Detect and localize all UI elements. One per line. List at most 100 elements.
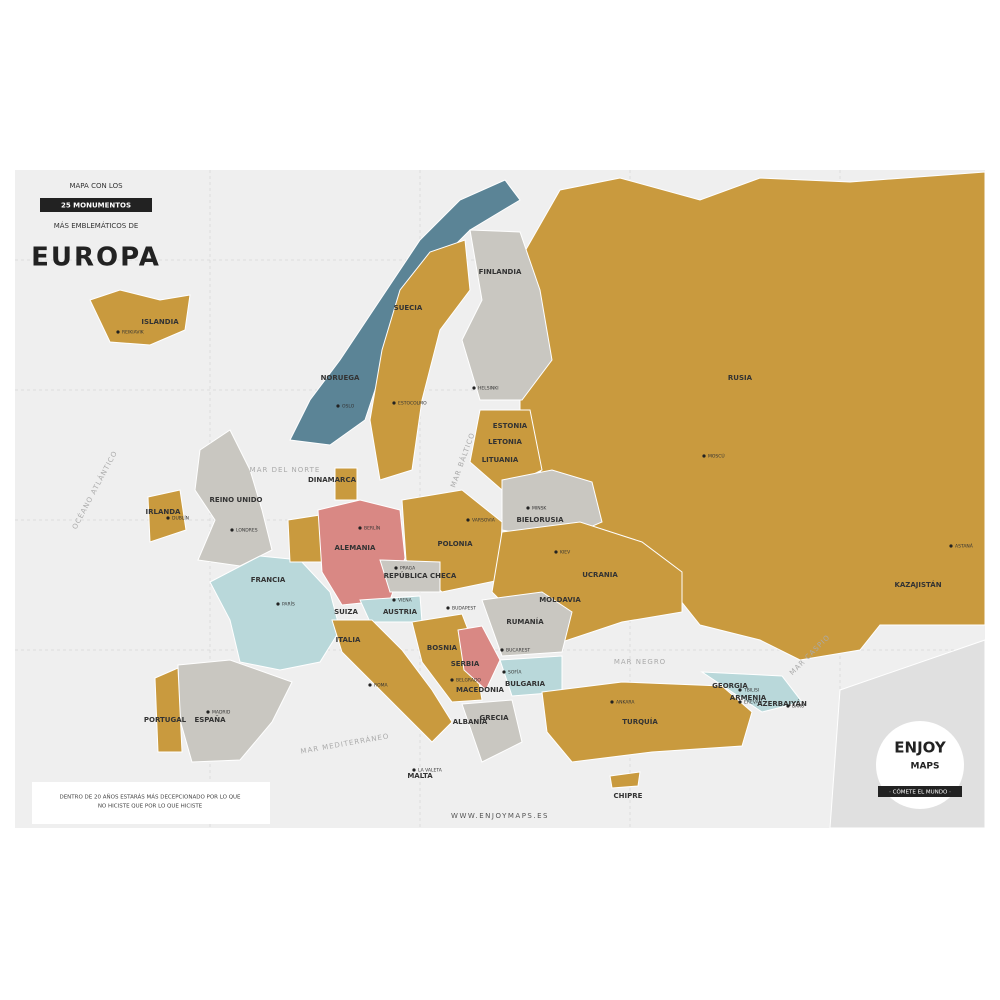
city-dot bbox=[368, 683, 372, 687]
denmark bbox=[334, 467, 358, 501]
caucasus bbox=[700, 671, 803, 713]
finland bbox=[461, 229, 553, 401]
pre-title: MAPA CON LOS bbox=[69, 182, 123, 190]
city-dot bbox=[358, 526, 362, 530]
country-label: NORUEGA bbox=[321, 374, 360, 382]
city-dot bbox=[166, 516, 170, 520]
sea-label: MAR DEL NORTE bbox=[250, 466, 321, 474]
city-label: EREVÁN bbox=[744, 699, 762, 706]
city-dot bbox=[738, 688, 742, 692]
italy bbox=[331, 619, 453, 743]
quote-line: DENTRO DE 20 AÑOS ESTARÁS MÁS DECEPCIONA… bbox=[59, 794, 241, 801]
country-label: DINAMARCA bbox=[308, 476, 357, 484]
city-dot bbox=[949, 544, 953, 548]
country-label: AZERBAIYÁN bbox=[757, 699, 807, 708]
city-label: ANKARA bbox=[616, 700, 635, 706]
countries bbox=[89, 171, 986, 789]
city-label: REIKIAVIK bbox=[122, 330, 145, 336]
country-label: BULGARIA bbox=[505, 680, 546, 688]
city-dot bbox=[786, 704, 790, 708]
benelux bbox=[287, 514, 323, 563]
country-label: MALTA bbox=[407, 772, 433, 780]
country-label: ESTONIA bbox=[493, 422, 528, 430]
country-label: GEORGIA bbox=[712, 682, 748, 690]
badge-bg bbox=[40, 198, 152, 212]
country-label: ESPAÑA bbox=[194, 715, 226, 724]
subtitle: MÁS EMBLEMÁTICOS DE bbox=[54, 221, 139, 230]
sweden bbox=[369, 239, 471, 481]
country-label: BOSNIA bbox=[427, 644, 458, 652]
country-label: FINLANDIA bbox=[479, 268, 522, 276]
iceland bbox=[89, 289, 191, 346]
spain bbox=[177, 659, 293, 763]
city-label: PRAGA bbox=[400, 566, 416, 572]
logo-line: ENJOY bbox=[894, 739, 947, 757]
city-label: PARÍS bbox=[282, 601, 295, 608]
country-label: ALEMANIA bbox=[335, 544, 377, 552]
city-label: HELSINKI bbox=[478, 386, 499, 392]
city-label: SOFÍA bbox=[508, 669, 522, 676]
city-label: OSLO bbox=[342, 404, 355, 410]
city-dot bbox=[738, 700, 742, 704]
country-label: REINO UNIDO bbox=[210, 496, 263, 504]
logo-line: MAPS bbox=[911, 762, 940, 772]
country-label: REPÚBLICA CHECA bbox=[384, 571, 457, 580]
city-dot bbox=[230, 528, 234, 532]
country-label: BIELORUSIA bbox=[516, 516, 564, 524]
city-label: LONDRES bbox=[236, 528, 258, 534]
tagline: · CÓMETE EL MUNDO · bbox=[889, 789, 951, 796]
country-label: IRLANDA bbox=[146, 508, 182, 516]
city-dot bbox=[610, 700, 614, 704]
header: MAPA CON LOS 25 MONUMENTOS MÁS EMBLEMÁTI… bbox=[31, 182, 159, 273]
city-label: LA VALETA bbox=[418, 768, 443, 774]
country-label: TURQUÍA bbox=[622, 717, 658, 726]
turkey bbox=[541, 681, 753, 763]
city-dot bbox=[206, 710, 210, 714]
city-label: MOSCÚ bbox=[708, 453, 725, 460]
country-label: SUECIA bbox=[394, 304, 423, 312]
tagline-bg bbox=[878, 786, 962, 797]
country-label: CHIPRE bbox=[614, 792, 643, 800]
sea-label: MAR NEGRO bbox=[614, 658, 666, 666]
city-label: ESTOCOLMO bbox=[398, 401, 427, 407]
city-label: DUBLÍN bbox=[172, 515, 189, 522]
country-label: ITALIA bbox=[336, 636, 361, 644]
city-label: VARSOVIA bbox=[472, 518, 496, 524]
city-dot bbox=[502, 670, 506, 674]
city-dot bbox=[412, 768, 416, 772]
city-dot bbox=[336, 404, 340, 408]
country-label: ARMENIA bbox=[730, 694, 767, 702]
city-dot bbox=[276, 602, 280, 606]
city-dot bbox=[500, 648, 504, 652]
country-label: AUSTRIA bbox=[383, 608, 418, 616]
country-label: MACEDONIA bbox=[456, 686, 505, 694]
city-dot bbox=[526, 506, 530, 510]
city-dot bbox=[554, 550, 558, 554]
city-dot bbox=[446, 606, 450, 610]
city-label: KIEV bbox=[560, 550, 571, 556]
city-label: TBILISI bbox=[743, 688, 759, 694]
city-dot bbox=[394, 566, 398, 570]
country-label: ISLANDIA bbox=[141, 318, 179, 326]
quote-box: DENTRO DE 20 AÑOS ESTARÁS MÁS DECEPCIONA… bbox=[32, 782, 270, 824]
country-label: SUIZA bbox=[334, 608, 358, 616]
city-dot bbox=[392, 401, 396, 405]
greece bbox=[461, 699, 523, 763]
country-label: GRECIA bbox=[479, 714, 509, 722]
country-label: MOLDAVIA bbox=[539, 596, 581, 604]
quote-line: NO HICISTE QUE POR LO QUE HICISTE bbox=[98, 804, 203, 810]
city-dot bbox=[472, 386, 476, 390]
city-label: ROMA bbox=[374, 683, 389, 689]
city-label: VIENA bbox=[398, 598, 413, 604]
badge: 25 MONUMENTOS bbox=[61, 202, 131, 210]
country-label: SERBIA bbox=[451, 660, 480, 668]
city-label: BUCAREST bbox=[506, 648, 530, 654]
city-label: BELGRADO bbox=[456, 678, 481, 684]
ireland bbox=[147, 489, 187, 543]
city-label: BAKÚ bbox=[792, 703, 804, 710]
country-label: LETONIA bbox=[488, 438, 522, 446]
quote-bg bbox=[32, 782, 270, 824]
country-label: PORTUGAL bbox=[144, 716, 187, 724]
country-label: KAZAJISTÁN bbox=[894, 580, 941, 589]
